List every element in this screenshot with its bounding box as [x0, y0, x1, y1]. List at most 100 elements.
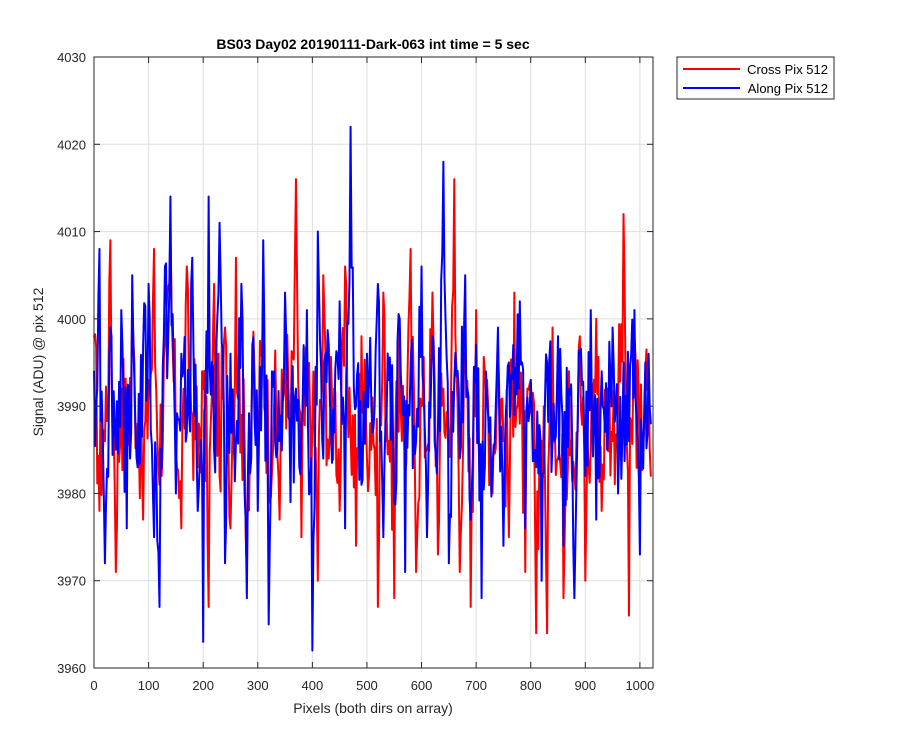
chart-title: BS03 Day02 20190111-Dark-063 int time = … [216, 36, 529, 52]
data-point [376, 606, 379, 608]
data-point [628, 440, 630, 442]
data-point [420, 405, 423, 408]
data-point [213, 448, 215, 451]
data-point [622, 361, 625, 364]
data-point [344, 265, 347, 268]
y-tick-label: 4000 [57, 312, 86, 327]
data-point [256, 509, 259, 512]
data-point [644, 361, 647, 364]
data-point [284, 291, 286, 294]
data-point [595, 518, 598, 521]
data-point [442, 160, 445, 163]
data-point [136, 466, 139, 469]
data-point [109, 239, 112, 242]
data-point [393, 501, 396, 504]
data-point [240, 413, 243, 416]
data-point [415, 571, 417, 573]
data-point [316, 579, 319, 582]
data-point [349, 431, 352, 434]
data-point [180, 352, 183, 355]
data-point [278, 518, 281, 521]
legend[interactable]: Cross Pix 512 Along Pix 512 [676, 56, 835, 100]
data-point [251, 344, 254, 346]
data-point [191, 413, 194, 416]
data-point [180, 527, 183, 530]
data-point [497, 326, 499, 329]
data-point [513, 291, 516, 294]
data-point [469, 518, 472, 521]
x-axis-title: Pixels (both dirs on array) [293, 700, 453, 716]
data-point [229, 352, 232, 355]
data-point [218, 475, 221, 477]
legend-label-along: Along Pix 512 [748, 81, 828, 96]
data-point [147, 283, 150, 285]
data-point [595, 317, 598, 320]
x-tick-label: 200 [192, 678, 214, 693]
data-point [366, 457, 368, 460]
data-point [600, 509, 603, 512]
axes [93, 56, 654, 669]
data-point [535, 466, 538, 469]
data-point [153, 248, 155, 250]
x-tick-label: 100 [138, 678, 160, 693]
plot-area [94, 57, 653, 668]
data-point [125, 527, 128, 530]
x-tick-label: 800 [520, 678, 542, 693]
data-point [578, 352, 581, 355]
data-point [371, 431, 374, 434]
y-tick-label: 4030 [57, 50, 86, 65]
data-point [628, 614, 630, 617]
data-point [518, 422, 521, 425]
x-tick-label: 1000 [625, 678, 654, 693]
data-point [311, 649, 314, 652]
legend-label-cross: Cross Pix 512 [747, 62, 828, 77]
data-point [649, 422, 652, 425]
x-tick-label: 0 [90, 678, 97, 693]
data-point [442, 387, 445, 390]
data-point [322, 457, 325, 460]
data-point [437, 553, 439, 556]
x-tick-label: 700 [465, 678, 487, 693]
data-point [322, 274, 325, 277]
data-point [376, 283, 379, 285]
y-tick-label: 4020 [57, 137, 86, 152]
data-point [104, 562, 106, 565]
data-point [568, 387, 570, 390]
data-point [185, 265, 188, 268]
y-tick-label: 3980 [57, 486, 86, 501]
data-point [366, 352, 368, 355]
data-point [404, 571, 407, 573]
series-lines [93, 125, 652, 652]
data-point [611, 326, 614, 329]
data-point [262, 239, 265, 242]
data-point [333, 431, 336, 434]
data-point [382, 536, 385, 538]
data-point [224, 326, 226, 329]
data-point [513, 413, 516, 416]
data-point [174, 492, 177, 495]
data-point [316, 230, 319, 233]
data-point [393, 597, 396, 600]
data-point [529, 379, 532, 381]
data-point [584, 475, 587, 477]
data-point [120, 309, 123, 312]
data-point [207, 195, 210, 198]
data-point [611, 440, 614, 442]
data-point [486, 396, 488, 399]
x-tick-label: 900 [574, 678, 596, 693]
data-point [600, 370, 603, 373]
data-point [568, 370, 570, 373]
data-point [524, 527, 527, 530]
data-point [551, 326, 554, 329]
data-point [480, 597, 483, 600]
data-point [491, 466, 494, 469]
data-point [229, 527, 232, 530]
data-point [311, 422, 314, 425]
data-point [546, 361, 548, 364]
data-point [453, 379, 456, 381]
y-tick-label: 3970 [57, 574, 86, 589]
data-point [300, 422, 303, 425]
data-point [426, 448, 428, 451]
